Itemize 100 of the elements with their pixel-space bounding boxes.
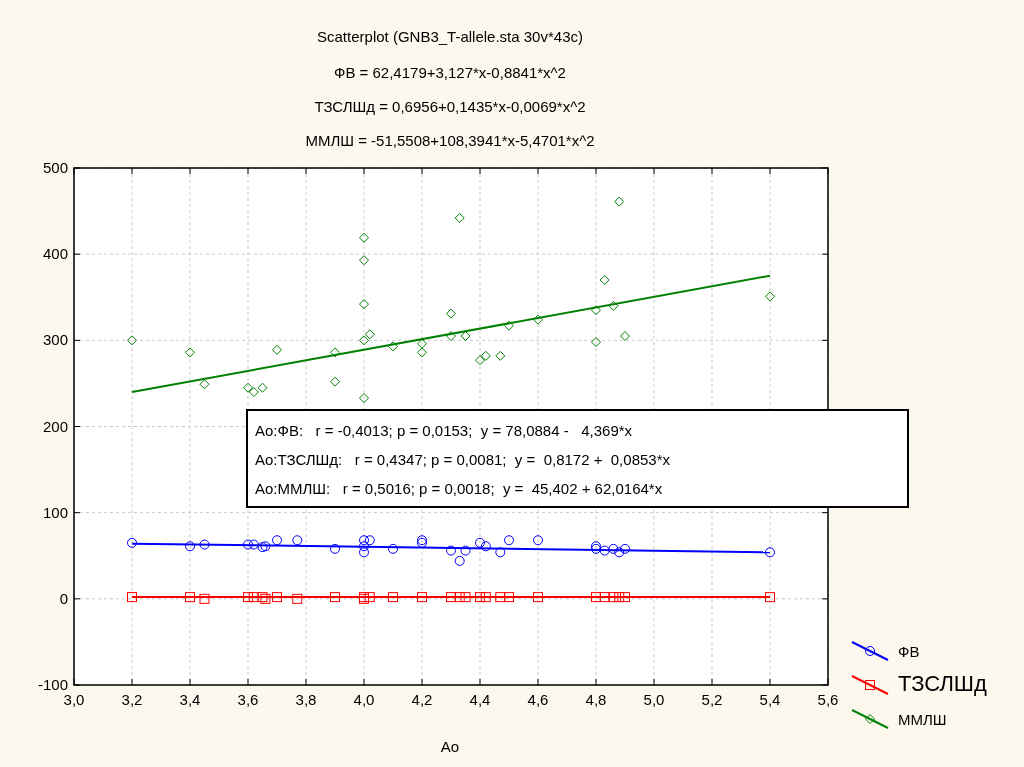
point [359, 547, 369, 558]
point [475, 355, 485, 366]
point [608, 543, 619, 554]
chart-title: Scatterplot (GNB3_T-allele.sta 30v*43c) [317, 28, 583, 45]
chart-subtitle: ФВ = 62,4179+3,127*x-0,8841*x^2 [334, 64, 566, 81]
point [243, 592, 253, 603]
legend-label: ММЛШ [898, 711, 947, 728]
point [359, 393, 369, 404]
point [359, 299, 369, 310]
point [364, 535, 375, 546]
y-tick-label: -100 [37, 676, 68, 693]
point [272, 592, 282, 603]
point [330, 592, 340, 603]
point [185, 347, 195, 358]
point [765, 547, 775, 558]
point [272, 344, 282, 355]
point [292, 593, 303, 604]
point [454, 555, 465, 566]
point [480, 541, 491, 552]
point [460, 545, 471, 556]
point [480, 592, 491, 603]
point [127, 537, 137, 548]
point [495, 592, 506, 603]
point [199, 593, 210, 604]
point [359, 541, 369, 552]
text: ТЗСЛШд = 0,6956+0,1435*x-0,0069*x^2 [314, 98, 586, 115]
point [243, 382, 253, 393]
point [620, 592, 630, 603]
point [388, 341, 398, 352]
annotation: Ao:ФВ: r = -0,4013; p = 0,0153; y = 78,0884 - 4,369*x [255, 422, 633, 439]
point [359, 535, 369, 546]
y-tick-label: 100 [42, 503, 68, 521]
point [330, 543, 340, 554]
x-tick-label: 3,6 [237, 691, 259, 708]
x-tick-label: 5,6 [817, 691, 839, 708]
point [765, 291, 775, 302]
point [248, 539, 259, 550]
x-tick-label: 3,4 [179, 691, 201, 708]
point [614, 592, 625, 603]
x-tick-label: 3,8 [295, 691, 317, 708]
point [591, 592, 601, 603]
y-tick-label: 400 [42, 245, 68, 263]
point [608, 300, 619, 311]
point [127, 592, 137, 603]
x-tick-label: 4,6 [527, 691, 549, 708]
point [364, 329, 375, 340]
legend-label: ФВ [898, 643, 920, 660]
point [330, 376, 340, 387]
point [504, 592, 514, 603]
point [292, 535, 303, 546]
point [620, 331, 630, 342]
point [446, 308, 456, 319]
x-tick-label: 4,4 [469, 691, 491, 708]
point [533, 592, 543, 603]
x-axis-title: Ao [440, 738, 460, 755]
point [591, 305, 601, 316]
x-tick-label: 3,0 [63, 691, 85, 708]
x-tick-label: 4,8 [585, 691, 607, 708]
x-tick-label: 3,2 [121, 691, 143, 708]
point [185, 541, 195, 552]
point [359, 232, 369, 243]
point [446, 331, 456, 342]
point [199, 379, 210, 390]
point [330, 347, 340, 358]
y-tick-label: 300 [42, 331, 68, 349]
point [599, 592, 610, 603]
point [614, 547, 625, 558]
point [199, 539, 210, 550]
point [446, 592, 456, 603]
point [454, 212, 465, 223]
point [359, 255, 369, 266]
point [272, 535, 282, 546]
text: ММЛШ = -51,5508+108,3941*x-5,4701*x^2 [305, 132, 595, 149]
y-tick-label: 0 [59, 589, 68, 607]
point [495, 350, 506, 361]
x-tick-label: 5,4 [759, 691, 781, 708]
point [475, 592, 485, 603]
point [359, 335, 369, 346]
point [765, 592, 775, 603]
x-tick-label: 4,2 [411, 691, 433, 708]
point [599, 545, 610, 556]
point [480, 350, 491, 361]
point [127, 335, 137, 346]
point [388, 543, 398, 554]
point [243, 539, 253, 550]
annotation: Ao:ТЗСЛШд: r = 0,4347; p = 0,0081; y = 0,8172 + 0,0853*x [255, 451, 671, 468]
point [185, 592, 195, 603]
y-tick-label: 500 [42, 159, 68, 176]
x-tick-label: 5,0 [643, 691, 665, 708]
legend-label: ТЗСЛШд [898, 671, 987, 696]
point [454, 592, 465, 603]
point [475, 537, 485, 548]
point [614, 196, 625, 207]
point [504, 320, 514, 331]
annotation: Ao:ММЛШ: r = 0,5016; p = 0,0018; y = 45,402 + 62,0164*x [255, 480, 663, 497]
point [599, 275, 610, 286]
point [248, 387, 259, 398]
point [257, 382, 268, 393]
point [446, 545, 456, 556]
point [495, 547, 506, 558]
